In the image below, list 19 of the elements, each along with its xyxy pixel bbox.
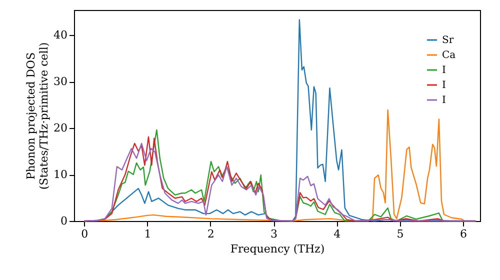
legend-label: I — [442, 80, 446, 91]
x-tick-label: 0 — [81, 228, 88, 240]
x-tick-label: 2 — [207, 228, 214, 240]
legend-label: Sr — [442, 35, 454, 46]
x-tick-label: 5 — [396, 228, 404, 240]
y-tick-label: 10 — [54, 168, 68, 182]
x-tick-label: 4 — [334, 228, 341, 240]
y-tick-label: 0 — [60, 214, 68, 228]
legend-label: I — [442, 95, 446, 106]
x-tick-label: 1 — [144, 228, 152, 240]
y-axis-title: Phonon projected DOS (States/THz·primitive cell) — [24, 42, 51, 190]
y-tick-label: 20 — [54, 122, 68, 135]
y-tick-label: 40 — [54, 28, 68, 42]
legend-label: Ca — [442, 50, 456, 61]
x-tick-label: 6 — [460, 228, 467, 240]
x-axis-title: Frequency (THz) — [230, 242, 325, 256]
y-tick-label: 30 — [54, 75, 68, 88]
x-tick-label: 3 — [270, 228, 278, 240]
legend-label: I — [442, 65, 446, 76]
